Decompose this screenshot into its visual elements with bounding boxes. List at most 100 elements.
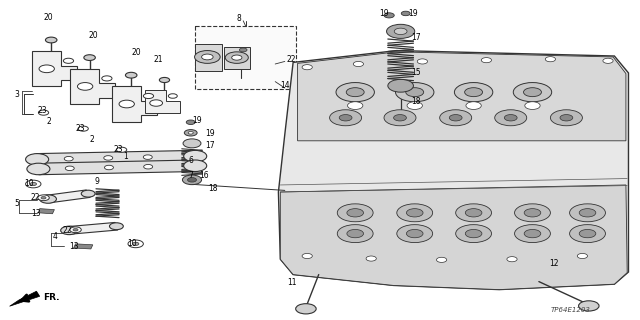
- Circle shape: [330, 110, 362, 126]
- Circle shape: [184, 150, 207, 162]
- Circle shape: [515, 204, 550, 222]
- Circle shape: [65, 166, 74, 171]
- Circle shape: [495, 110, 527, 126]
- Circle shape: [225, 52, 248, 63]
- Circle shape: [109, 223, 124, 230]
- Circle shape: [406, 88, 424, 97]
- Text: 20: 20: [88, 31, 98, 40]
- Circle shape: [63, 58, 74, 63]
- Polygon shape: [70, 69, 115, 104]
- Text: 12: 12: [549, 259, 559, 268]
- Circle shape: [40, 195, 56, 203]
- Text: 7: 7: [189, 171, 194, 180]
- Text: FR.: FR.: [44, 293, 60, 302]
- Circle shape: [456, 225, 492, 243]
- Text: 13: 13: [69, 242, 79, 251]
- Circle shape: [406, 229, 423, 238]
- Circle shape: [61, 226, 77, 235]
- Polygon shape: [38, 209, 54, 214]
- Text: 13: 13: [31, 209, 40, 218]
- Circle shape: [184, 130, 197, 136]
- Circle shape: [104, 165, 113, 170]
- Text: 21: 21: [154, 55, 163, 64]
- Circle shape: [239, 48, 247, 52]
- Circle shape: [102, 76, 112, 81]
- Circle shape: [466, 102, 481, 109]
- Circle shape: [64, 156, 73, 161]
- Circle shape: [417, 59, 428, 64]
- Circle shape: [481, 58, 492, 63]
- Polygon shape: [68, 222, 118, 234]
- Circle shape: [125, 72, 137, 78]
- Circle shape: [387, 24, 415, 38]
- Circle shape: [456, 204, 492, 222]
- Text: 2: 2: [46, 117, 51, 126]
- Circle shape: [366, 256, 376, 261]
- Circle shape: [449, 115, 462, 121]
- Circle shape: [401, 11, 410, 16]
- Circle shape: [465, 88, 483, 97]
- Circle shape: [27, 163, 50, 175]
- Circle shape: [525, 102, 540, 109]
- Text: 11: 11: [287, 278, 296, 287]
- Circle shape: [188, 178, 196, 182]
- Circle shape: [104, 156, 113, 160]
- Circle shape: [183, 139, 201, 148]
- Circle shape: [524, 229, 541, 238]
- Circle shape: [159, 77, 170, 83]
- Circle shape: [128, 240, 143, 248]
- Text: 20: 20: [44, 13, 53, 22]
- Circle shape: [579, 301, 599, 311]
- Circle shape: [337, 225, 373, 243]
- Text: 10: 10: [24, 180, 34, 188]
- Polygon shape: [280, 185, 627, 290]
- Circle shape: [150, 100, 163, 106]
- Circle shape: [603, 58, 613, 63]
- Circle shape: [388, 79, 413, 92]
- Circle shape: [579, 229, 596, 238]
- Circle shape: [186, 120, 195, 124]
- Circle shape: [39, 65, 54, 73]
- Text: 14: 14: [280, 81, 290, 90]
- Text: 18: 18: [208, 184, 218, 193]
- Polygon shape: [32, 51, 77, 86]
- Circle shape: [144, 164, 152, 169]
- Circle shape: [406, 209, 423, 217]
- Text: 18: 18: [411, 97, 420, 106]
- Circle shape: [188, 132, 193, 134]
- Circle shape: [347, 209, 364, 217]
- Circle shape: [513, 83, 552, 102]
- Circle shape: [550, 110, 582, 126]
- Circle shape: [232, 55, 242, 60]
- Text: 10: 10: [127, 239, 136, 248]
- Text: 17: 17: [205, 141, 214, 150]
- Circle shape: [339, 115, 352, 121]
- Text: 6: 6: [189, 156, 194, 165]
- Text: 23: 23: [76, 124, 85, 132]
- Circle shape: [143, 155, 152, 159]
- Text: 22: 22: [63, 226, 72, 235]
- Circle shape: [570, 204, 605, 222]
- Polygon shape: [145, 90, 180, 113]
- Circle shape: [560, 115, 573, 121]
- Circle shape: [545, 57, 556, 62]
- Circle shape: [440, 110, 472, 126]
- Text: 8: 8: [237, 14, 241, 23]
- Polygon shape: [38, 160, 196, 175]
- Text: 1: 1: [123, 152, 127, 161]
- Polygon shape: [224, 47, 250, 69]
- Circle shape: [515, 225, 550, 243]
- Polygon shape: [278, 51, 628, 290]
- Circle shape: [26, 154, 49, 165]
- Text: TP64E1203: TP64E1203: [551, 307, 591, 313]
- Circle shape: [168, 94, 177, 98]
- Circle shape: [347, 229, 364, 238]
- Text: 17: 17: [411, 33, 420, 42]
- Circle shape: [41, 196, 46, 199]
- Circle shape: [302, 65, 312, 70]
- Circle shape: [45, 37, 57, 43]
- Circle shape: [184, 160, 207, 172]
- Text: 15: 15: [411, 68, 420, 77]
- Circle shape: [394, 115, 406, 121]
- Circle shape: [570, 225, 605, 243]
